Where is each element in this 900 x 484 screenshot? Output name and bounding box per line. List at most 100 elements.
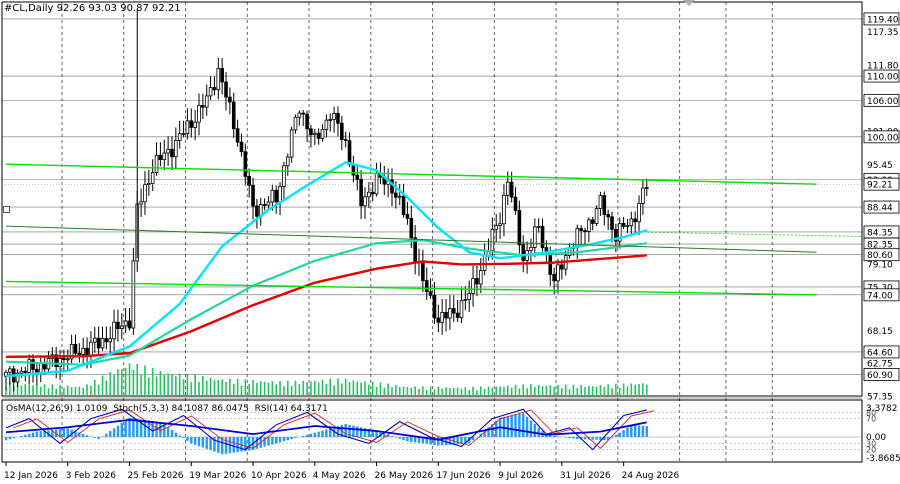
volume-bar xyxy=(256,382,258,396)
stoch-signal-line xyxy=(13,409,655,449)
volume-bar xyxy=(375,386,378,396)
candle-body xyxy=(625,225,630,228)
osma-histogram-bar xyxy=(630,425,633,437)
candle-body xyxy=(494,225,499,230)
candle-body xyxy=(394,192,398,198)
rsi-readout: RSI(14) 64.3171 xyxy=(254,404,328,414)
volume-bar xyxy=(402,386,405,396)
osma-histogram-bar xyxy=(568,437,571,439)
candle-body xyxy=(123,320,128,327)
osma-histogram-bar xyxy=(545,434,548,437)
osma-histogram-bar xyxy=(622,430,625,437)
volume-bar xyxy=(456,387,459,396)
osma-histogram-bar xyxy=(460,437,463,445)
osma-histogram-bar xyxy=(510,415,513,437)
volume-bar xyxy=(82,387,84,396)
volume-bar xyxy=(464,387,467,396)
osma-histogram-bar xyxy=(483,430,486,437)
price-level-label-box xyxy=(863,368,900,381)
volume-bar xyxy=(337,378,339,396)
x-axis-label: 10 Apr 2026 xyxy=(251,471,307,481)
candle-body xyxy=(251,184,255,207)
price-axis-label: 95.45 xyxy=(867,161,893,171)
price-axis-label: 82.35 xyxy=(867,241,893,251)
osma-histogram-bar xyxy=(637,425,641,437)
candle-body xyxy=(455,312,460,319)
osma-histogram-bar xyxy=(487,427,490,437)
candle-body xyxy=(428,291,433,296)
osma-histogram-bar xyxy=(641,425,645,437)
osma-histogram-bar xyxy=(224,437,228,454)
candle-body xyxy=(343,139,348,142)
osma-histogram-bar xyxy=(444,437,448,446)
symbol-label: #CL,Daily xyxy=(4,3,54,14)
osma-histogram-bar xyxy=(51,429,54,437)
volume-bar xyxy=(522,384,525,396)
candle-body xyxy=(158,155,163,161)
volume-bar xyxy=(534,386,536,396)
volume-bar xyxy=(410,387,413,396)
osma-histogram-bar xyxy=(217,437,220,453)
volume-bar xyxy=(283,386,285,396)
candle-body xyxy=(579,228,583,232)
osma-histogram-bar xyxy=(325,429,328,437)
volume-bar xyxy=(572,384,575,396)
chart-shift-arrow-icon[interactable] xyxy=(683,0,695,6)
volume-bar xyxy=(452,388,455,396)
candle-body xyxy=(150,172,155,184)
price-axis-label: 74.00 xyxy=(867,291,893,301)
price-level-label-box xyxy=(863,288,900,302)
candle-body xyxy=(270,189,275,203)
volume-bar xyxy=(476,390,478,396)
osma-histogram-bar xyxy=(24,434,27,437)
candle-body xyxy=(54,354,58,368)
x-axis-label: 19 Mar 2026 xyxy=(189,471,246,481)
volume-bar xyxy=(43,384,46,396)
x-axis-label: 31 Jul 2026 xyxy=(560,471,611,481)
osma-histogram-bar xyxy=(139,419,143,437)
osma-histogram-bar xyxy=(58,429,62,437)
osma-histogram-bar xyxy=(502,416,506,437)
candle-body xyxy=(332,112,336,120)
candle-body xyxy=(359,179,363,207)
volume-bar xyxy=(55,388,57,396)
candle-body xyxy=(424,280,429,293)
level-handle-icon[interactable] xyxy=(3,206,10,213)
stoch-level-label: 20 xyxy=(866,446,876,455)
osma-histogram-bar xyxy=(282,437,286,442)
osma-histogram-bar xyxy=(236,437,239,453)
volume-bar xyxy=(329,378,332,396)
candle-body xyxy=(239,141,244,153)
volume-bar xyxy=(271,381,274,396)
candle-body xyxy=(143,184,147,203)
candle-body xyxy=(444,311,448,319)
candle-body xyxy=(285,156,290,167)
candle-body xyxy=(587,219,591,232)
volume-bar xyxy=(279,381,281,396)
price-axis-label: 106.00 xyxy=(867,97,899,107)
osma-histogram-bar xyxy=(618,432,621,437)
x-axis-label: 25 Feb 2026 xyxy=(128,471,184,481)
candle-body xyxy=(347,140,352,165)
volume-bar xyxy=(553,386,555,396)
candle-body xyxy=(521,244,526,261)
volume-bar xyxy=(437,386,440,396)
volume-bar xyxy=(518,388,521,396)
volume-bar xyxy=(194,374,196,396)
candle-body xyxy=(594,208,599,224)
osma-histogram-bar xyxy=(402,437,405,440)
volume-bar xyxy=(314,380,316,396)
candle-body xyxy=(401,195,406,215)
candle-body xyxy=(96,337,101,349)
volume-bar xyxy=(406,386,409,396)
volume-bar xyxy=(615,383,617,396)
osma-histogram-bar xyxy=(12,437,15,439)
volume-bar xyxy=(240,385,243,396)
candle-body xyxy=(81,347,86,355)
candle-body xyxy=(320,129,325,139)
candle-body xyxy=(409,217,414,239)
volume-bar xyxy=(267,382,270,396)
osc-axis-label: -3.8685 xyxy=(866,454,900,464)
